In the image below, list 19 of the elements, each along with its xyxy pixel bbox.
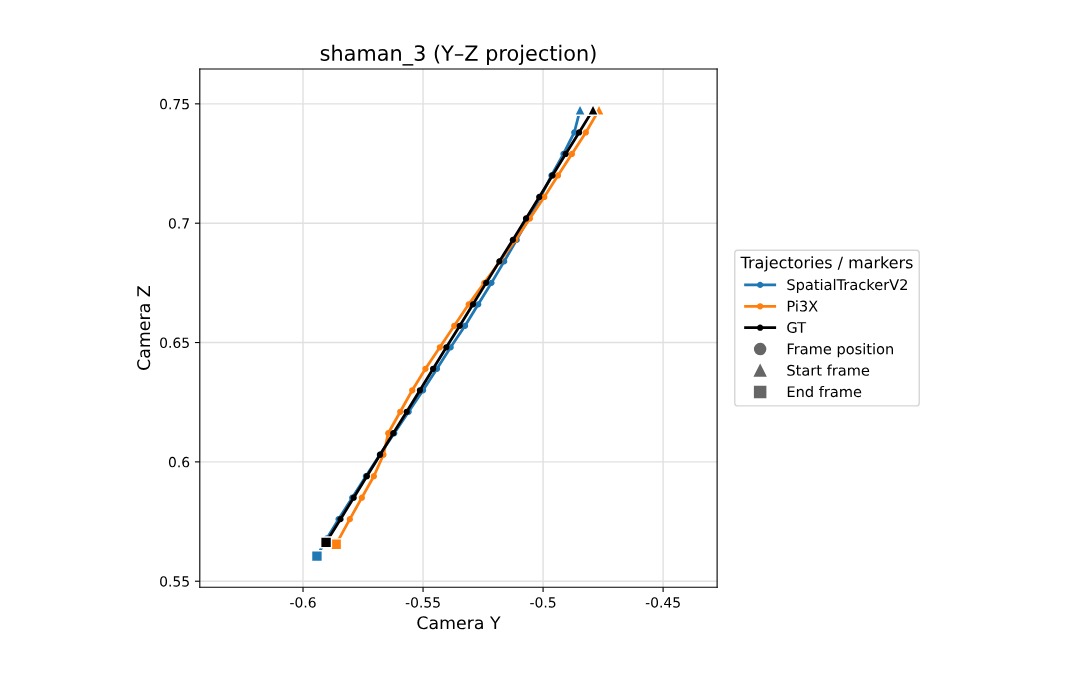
y-tick-label: 0.75 (160, 98, 189, 110)
y-tick-label: 0.65 (160, 337, 189, 349)
legend-label: GT (787, 321, 807, 333)
x-axis-title: Camera Y (417, 616, 501, 630)
chart-title: shaman_3 (Y–Z projection) (320, 44, 596, 66)
x-tick-label: -0.55 (405, 597, 440, 608)
legend-title: Trajectories / markers (740, 256, 913, 272)
text: Start frame (787, 364, 870, 376)
y-tick-label: 0.6 (168, 456, 190, 468)
x-tick-label: -0.5 (530, 597, 556, 608)
y-tick-label: 0.55 (160, 576, 189, 587)
x-tick-label: -0.6 (290, 597, 316, 608)
text: Frame position (787, 343, 893, 358)
legend-label: Pi3X (787, 300, 818, 312)
y-tick-label: 0.7 (168, 218, 189, 229)
legend-label: SpatialTrackerV2 (787, 278, 907, 294)
text: End frame (787, 385, 862, 398)
y-axis-title: Camera Z (137, 286, 151, 370)
x-tick-label: -0.45 (645, 597, 680, 608)
